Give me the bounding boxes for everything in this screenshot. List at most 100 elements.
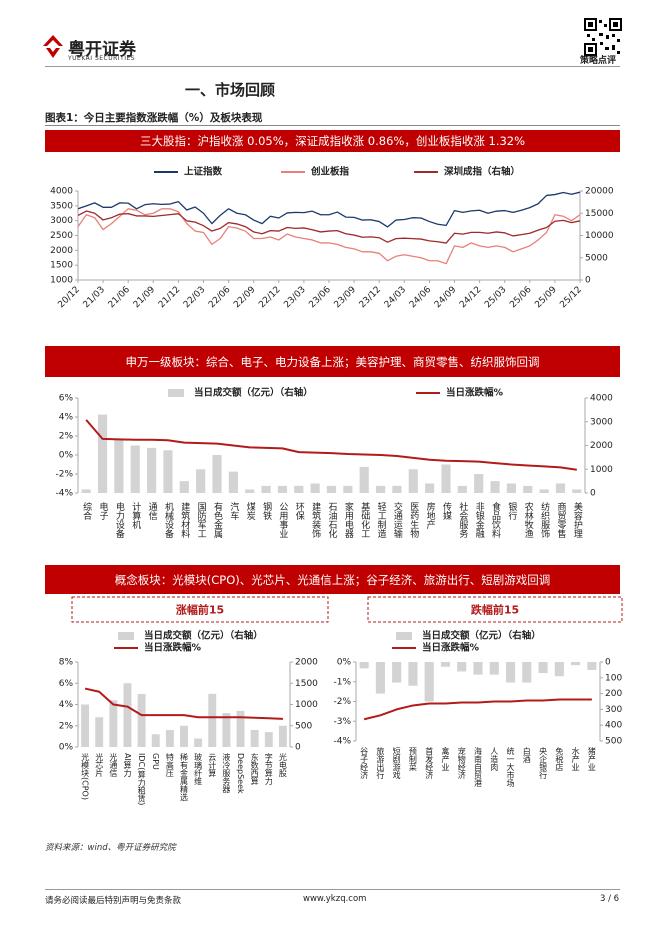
bar — [523, 485, 533, 493]
bar — [392, 662, 402, 683]
x-tick-label: 农林牧渔 — [523, 501, 534, 538]
y-tick-label: 1000 — [50, 276, 73, 286]
y-tick-label: 4% — [59, 413, 74, 423]
y-tick-label: 0% — [59, 743, 74, 753]
x-tick-label: 基础化工 — [359, 501, 370, 538]
bar — [555, 483, 566, 493]
y2-tick-label: 2000 — [590, 441, 613, 451]
x-tick-label: 23/06 — [307, 285, 333, 311]
legend-label: 上证指数 — [184, 166, 223, 178]
bar — [572, 489, 582, 493]
x-tick-label: 海南自贸港 — [474, 746, 483, 788]
x-tick-label: 25/03 — [483, 285, 508, 310]
x-tick-label: GPU — [151, 753, 160, 770]
x-tick-label: 预制菜 — [408, 746, 417, 772]
x-tick-label: 医药生物 — [408, 502, 419, 539]
bar — [208, 693, 217, 747]
x-tick-label: 25/12 — [558, 285, 583, 310]
bar — [474, 474, 484, 493]
bar — [81, 704, 90, 747]
x-tick-label: 22/12 — [257, 285, 282, 310]
x-tick-label: 首发经济 — [425, 746, 434, 780]
footer-rule — [45, 889, 620, 890]
bar — [392, 485, 402, 493]
x-tick-label: 21/09 — [132, 285, 158, 311]
legend-label: 当日涨跌幅% — [422, 642, 480, 654]
x-tick-label: 石油石化 — [327, 502, 338, 539]
bar — [123, 683, 132, 747]
x-tick-label: 字节算力 — [264, 752, 273, 786]
y-tick-label: 2% — [59, 432, 74, 442]
y-tick-label: 4000 — [50, 187, 73, 197]
legend-label: 当日成交额（亿元）（右轴） — [422, 630, 541, 642]
y-tick-label: -2% — [333, 697, 351, 707]
x-tick-label: 商贸零售 — [555, 501, 566, 539]
y-tick-label: -1% — [333, 677, 351, 687]
x-tick-label: 光模块(CPO) — [81, 752, 90, 800]
bar — [375, 485, 386, 493]
x-tick-label: 东数西算 — [250, 752, 259, 786]
bar — [95, 717, 104, 747]
y-tick-label: 0% — [59, 451, 74, 461]
bar — [236, 710, 245, 747]
x-tick-label: 20/12 — [56, 285, 81, 310]
bar — [97, 414, 108, 493]
line-series — [77, 210, 581, 244]
bar — [440, 662, 451, 667]
bar — [228, 471, 238, 493]
bar — [359, 662, 369, 669]
bar — [425, 483, 435, 493]
y-tick-label: 3000 — [50, 216, 73, 226]
y-tick-label: 0% — [337, 658, 352, 668]
footer-url: www.ykzq.com — [303, 894, 367, 904]
y-tick-label: 3500 — [50, 201, 73, 211]
x-tick-label: 统一大市场 — [506, 746, 515, 788]
x-tick-label: 24/09 — [433, 285, 459, 311]
y-tick-label: -2% — [55, 470, 73, 480]
line-series — [84, 687, 283, 720]
y2-tick-label: 0 — [585, 276, 591, 286]
x-tick-label: 环保 — [294, 502, 305, 521]
x-tick-label: 21/12 — [157, 285, 182, 310]
x-tick-label: 22/03 — [182, 285, 207, 310]
x-tick-label: 煤炭 — [245, 501, 256, 521]
doc-type: 策略点评 — [580, 56, 617, 66]
y2-tick-label: 2000 — [295, 658, 318, 668]
y2-tick-label: 0 — [295, 743, 301, 753]
y-tick-label: -3% — [333, 717, 351, 727]
x-tick-label: 光芯片 — [95, 752, 104, 778]
x-tick-label: 旅游出行 — [376, 746, 385, 780]
x-tick-label: 交通运输 — [392, 501, 403, 539]
bar — [490, 481, 500, 493]
bar — [343, 485, 353, 493]
logo-icon — [43, 35, 63, 58]
bar — [441, 464, 451, 493]
y2-tick-label: 300 — [605, 705, 622, 715]
x-tick-label: 食品饮料 — [490, 501, 501, 539]
x-tick-label: 纺织服饰 — [539, 501, 550, 539]
y-tick-label: 1500 — [50, 261, 73, 271]
x-tick-label: 传媒 — [441, 501, 452, 521]
section-title: 一、市场回顾 — [185, 81, 276, 99]
figure-rule — [45, 125, 620, 126]
legend-swatch — [168, 389, 184, 397]
x-tick-label: 人造肉 — [490, 747, 499, 771]
bar — [505, 662, 516, 683]
bar — [261, 485, 271, 493]
x-tick-label: 25/06 — [508, 285, 534, 311]
bar — [424, 662, 434, 702]
x-tick-label: 猪产业 — [587, 746, 596, 771]
x-tick-label: 25/09 — [533, 285, 559, 311]
x-tick-label: AI算力 — [123, 753, 132, 778]
bar — [310, 483, 320, 493]
y2-tick-label: 10000 — [585, 231, 614, 241]
x-tick-label: 央企银行 — [539, 746, 548, 780]
legend-swatch — [396, 632, 412, 640]
bar — [571, 662, 581, 666]
x-tick-label: 22/09 — [232, 285, 258, 311]
x-tick-label: 美容护理 — [572, 501, 583, 538]
y2-tick-label: 500 — [605, 737, 622, 747]
x-tick-label: 光电股 — [278, 752, 287, 778]
